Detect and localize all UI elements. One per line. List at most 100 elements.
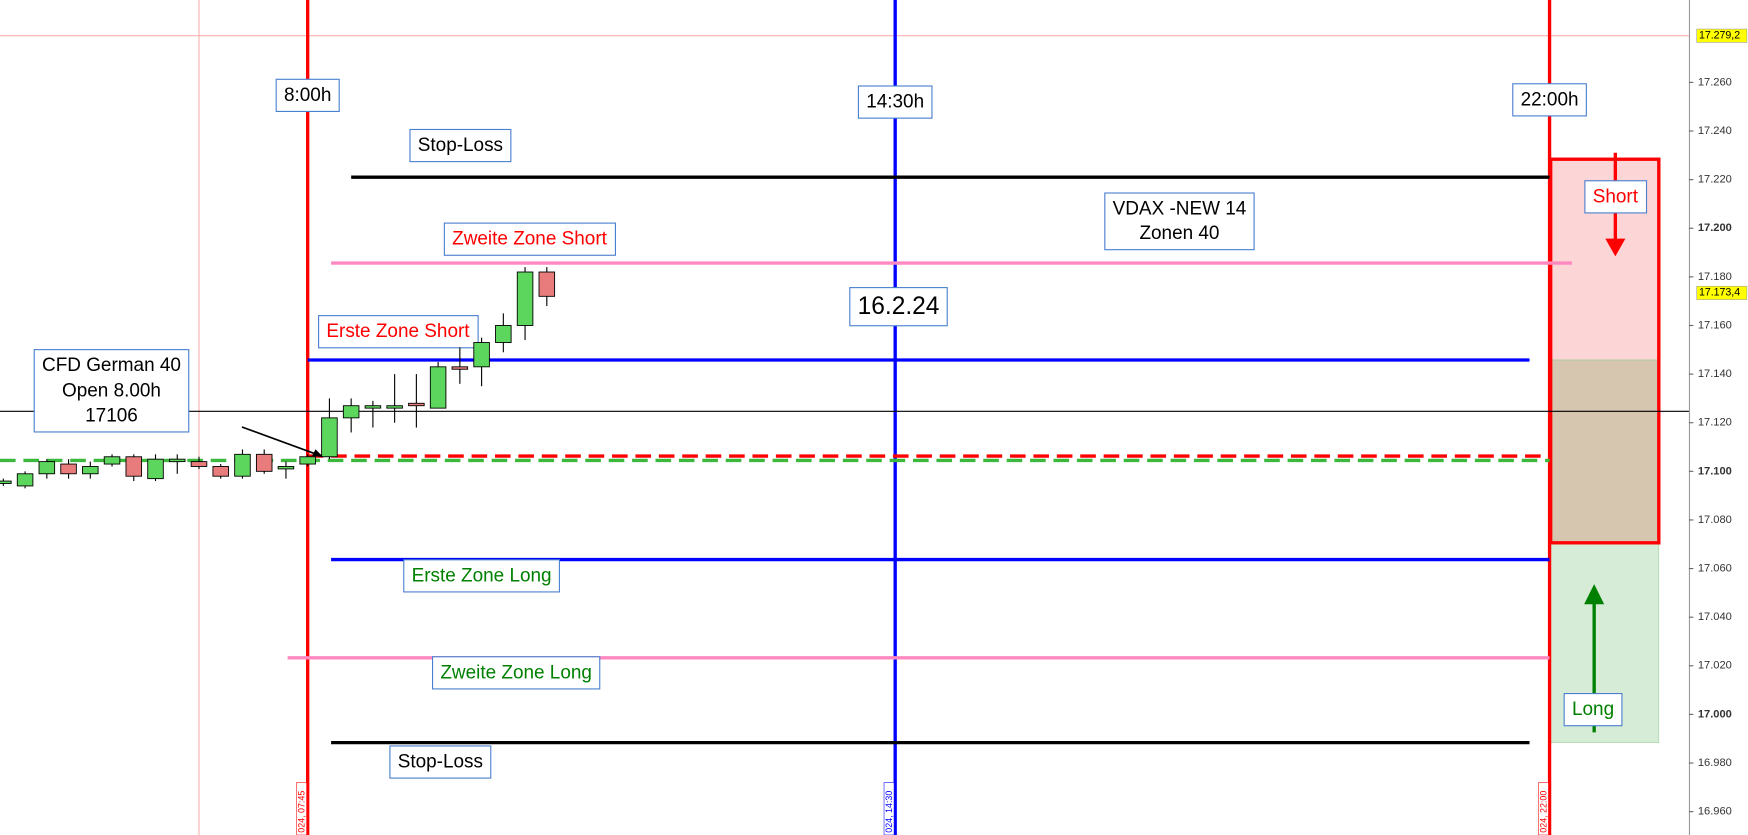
annotation-text: 16.2.24 bbox=[858, 293, 940, 320]
time-label: 8:00h bbox=[275, 78, 340, 113]
y-tick-label: 17.080 bbox=[1698, 514, 1732, 526]
level-label: Stop-Loss bbox=[389, 745, 492, 779]
y-tick-label: 17.040 bbox=[1698, 611, 1732, 623]
candle-body bbox=[38, 461, 56, 475]
candle-body bbox=[516, 271, 534, 326]
y-tick-label: 17.220 bbox=[1698, 174, 1732, 186]
candle-body bbox=[408, 402, 425, 407]
zone-label-text: Long bbox=[1572, 699, 1614, 720]
candle-body bbox=[0, 480, 12, 484]
long-arrowhead bbox=[1584, 584, 1605, 605]
annotation: VDAX -NEW 14 Zonen 40 bbox=[1104, 192, 1255, 251]
candle-body bbox=[212, 466, 229, 477]
candle-body bbox=[299, 456, 316, 465]
level-label-text: Erste Zone Long bbox=[412, 565, 552, 586]
candle-body bbox=[16, 473, 34, 487]
level-label-box bbox=[389, 745, 492, 779]
candle-body bbox=[190, 461, 208, 467]
time-label-text: 14:30h bbox=[866, 92, 924, 113]
level-label: Stop-Loss bbox=[409, 128, 512, 163]
y-tick-label: 17.200 bbox=[1698, 222, 1732, 234]
y-tick-label: 17.180 bbox=[1698, 271, 1732, 283]
annotation-box bbox=[1104, 192, 1255, 251]
candle-body bbox=[321, 417, 338, 458]
y-tick-label: 17.060 bbox=[1698, 563, 1732, 575]
time-label-text: 8:00h bbox=[284, 85, 331, 106]
zone-label-box bbox=[1563, 693, 1623, 727]
annotation-text: Zonen 40 bbox=[1139, 223, 1219, 244]
price-marker bbox=[1696, 28, 1748, 43]
y-tick-label: 17.260 bbox=[1698, 76, 1732, 88]
y-tick-label: 16.960 bbox=[1698, 806, 1732, 818]
price-marker bbox=[1696, 285, 1748, 300]
candle-body bbox=[538, 271, 556, 297]
annotation: 16.2.24 bbox=[849, 287, 948, 327]
price-marker-label: 17.279,2 bbox=[1699, 30, 1740, 42]
y-tick-label: 17.000 bbox=[1698, 708, 1732, 720]
candle-body bbox=[386, 405, 403, 409]
level-label-text: Zweite Zone Long bbox=[440, 662, 592, 683]
zone bbox=[1550, 359, 1660, 544]
short-arrowhead bbox=[1605, 238, 1626, 257]
level-label-box bbox=[403, 559, 560, 593]
candle-body bbox=[147, 458, 164, 480]
level-label-text: Erste Zone Short bbox=[326, 321, 470, 342]
candle-body bbox=[495, 325, 512, 343]
level-label-box bbox=[443, 222, 616, 256]
annotation-text: CFD German 40 bbox=[42, 355, 181, 376]
time-label-box bbox=[1512, 83, 1587, 117]
time-label-box bbox=[857, 85, 933, 119]
price-marker-label: 17.173,4 bbox=[1699, 287, 1740, 299]
y-tick-label: 16.980 bbox=[1698, 757, 1732, 769]
annotation-arrow bbox=[241, 426, 322, 457]
time-label-text: 22:00h bbox=[1521, 89, 1579, 110]
y-tick-label: 17.240 bbox=[1698, 125, 1732, 137]
level-label-text: Stop-Loss bbox=[398, 752, 483, 773]
zone-label: Long bbox=[1563, 693, 1623, 727]
y-tick-label: 17.100 bbox=[1698, 465, 1732, 477]
candle-body bbox=[60, 463, 77, 475]
level-label: Zweite Zone Short bbox=[443, 222, 616, 256]
time-axis-label: 024, 22:00 bbox=[1538, 791, 1548, 833]
annotation-text: VDAX -NEW 14 bbox=[1113, 199, 1247, 220]
level-label-box bbox=[318, 315, 479, 349]
candle-body bbox=[169, 458, 186, 463]
annotation-box bbox=[849, 287, 948, 327]
level-label-text: Zweite Zone Short bbox=[452, 229, 607, 250]
time-label-box bbox=[275, 78, 340, 113]
zone-label: Short bbox=[1584, 180, 1648, 214]
candle-body bbox=[125, 456, 143, 477]
level-label-box bbox=[431, 656, 601, 690]
candle-body bbox=[82, 466, 99, 475]
level-label-text: Stop-Loss bbox=[418, 135, 503, 156]
candle-body bbox=[234, 453, 251, 477]
annotation: CFD German 40 Open 8.00h 17106 bbox=[33, 349, 190, 433]
level-label: Erste Zone Long bbox=[403, 559, 560, 593]
level-label: Zweite Zone Long bbox=[431, 656, 601, 690]
annotation-box bbox=[33, 349, 190, 433]
level-label: Erste Zone Short bbox=[318, 315, 479, 349]
candle-body bbox=[103, 456, 121, 465]
annotation-arrowhead bbox=[312, 449, 324, 458]
candle-body bbox=[473, 342, 490, 368]
y-tick-label: 17.160 bbox=[1698, 319, 1732, 331]
zone-label-box bbox=[1584, 180, 1648, 214]
y-tick-label: 17.120 bbox=[1698, 417, 1732, 429]
candle-body bbox=[277, 466, 295, 470]
annotation-text: Open 8.00h bbox=[62, 380, 161, 401]
time-axis-label: 024, 07:45 bbox=[296, 791, 306, 833]
candle-body bbox=[342, 405, 360, 419]
time-label: 22:00h bbox=[1512, 83, 1587, 117]
y-tick-label: 17.140 bbox=[1698, 368, 1732, 380]
time-label: 14:30h bbox=[857, 85, 933, 119]
annotation-text: 17106 bbox=[85, 405, 138, 426]
candle-body bbox=[255, 453, 273, 472]
candle-body bbox=[364, 405, 382, 409]
zone-label-text: Short bbox=[1593, 186, 1639, 207]
candle-body bbox=[429, 366, 447, 409]
candle-body bbox=[451, 366, 469, 370]
time-axis-label: 024, 14:30 bbox=[884, 791, 894, 833]
